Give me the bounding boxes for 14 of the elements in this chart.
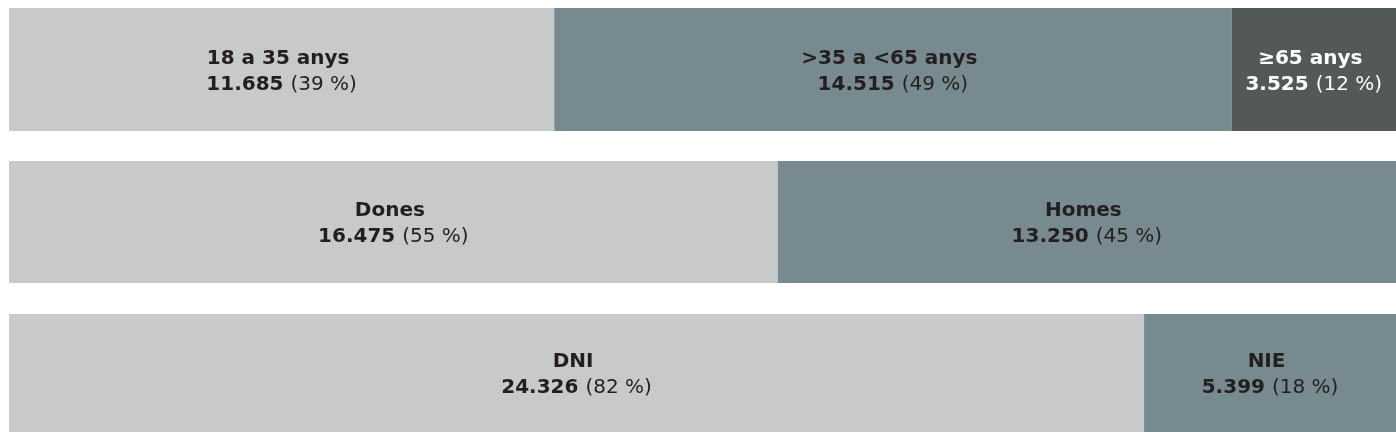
series-label: Homes [1045, 197, 1129, 221]
series-label: 18 a 35 anys [206, 44, 357, 69]
data-label: 5.399 (18 %) [1201, 374, 1339, 398]
data-label: 11.685 (39 %) [206, 70, 357, 95]
data-label: 13.250 (45 %) [1011, 223, 1163, 247]
series-label: ≥65 anys [1258, 44, 1370, 69]
series-label: Dones [354, 197, 432, 221]
data-label: 14.515 (49 %) [817, 70, 969, 95]
series-label: DNI [552, 348, 601, 372]
data-label: 24.326 (82 %) [501, 374, 652, 398]
series-label: >35 a <65 anys [801, 44, 985, 69]
series-label: NIE [1247, 348, 1293, 372]
data-label: 3.525 (12 %) [1245, 70, 1383, 95]
data-label: 16.475 (55 %) [318, 223, 469, 247]
